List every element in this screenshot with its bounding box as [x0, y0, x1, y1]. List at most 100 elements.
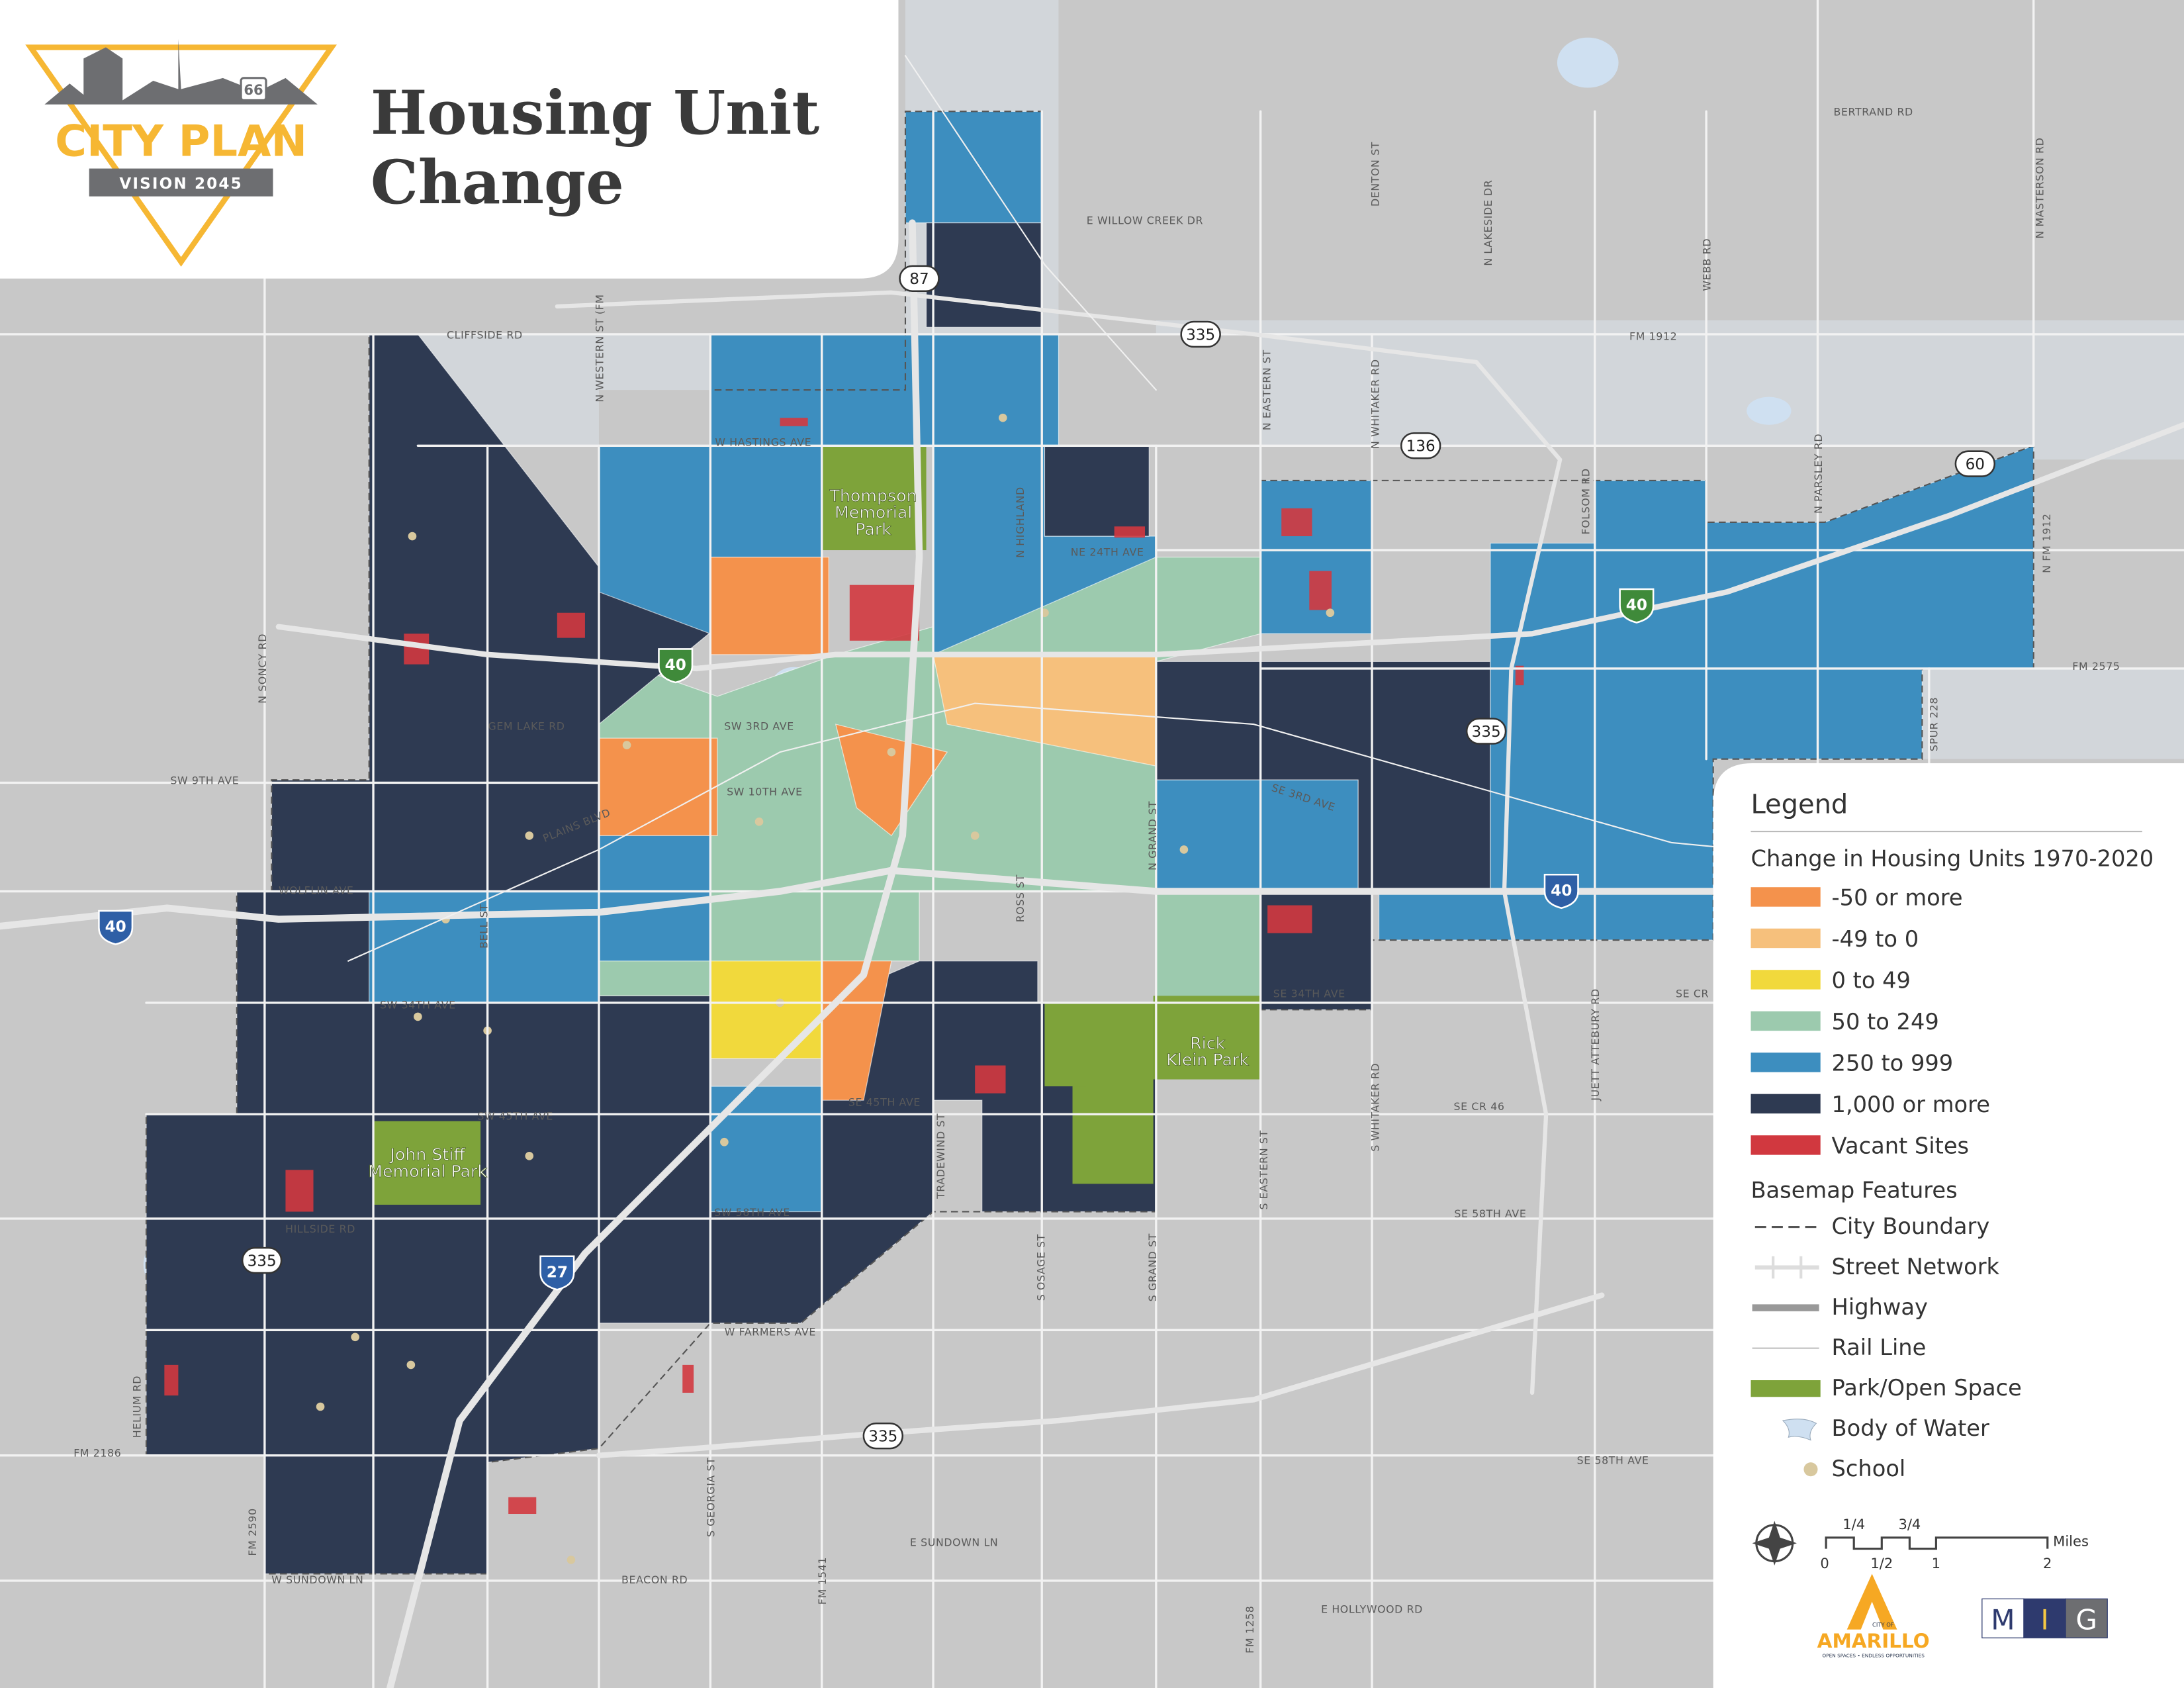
street-label: SW 9TH AVE: [170, 774, 239, 787]
legend-panel: Legend Change in Housing Units 1970-2020…: [1713, 763, 2184, 1688]
street-label: E WILLOW CREEK DR: [1087, 214, 1203, 227]
street-label: FM 1258: [1244, 1606, 1256, 1654]
street-label: SE 58TH AVE: [1454, 1207, 1526, 1220]
park-label: Rick: [1190, 1033, 1225, 1053]
street-label: SW 10TH AVE: [727, 785, 803, 798]
school: [1179, 845, 1189, 854]
legend-label: Rail Line: [1832, 1335, 1927, 1360]
park-label: Park: [855, 520, 891, 539]
street-label: N HIGHLAND: [1014, 487, 1026, 558]
mig-letter: I: [2040, 1604, 2048, 1636]
route-shield: [1954, 450, 1996, 477]
vacant-site: [164, 1364, 179, 1396]
street-label: FM 2575: [2072, 660, 2120, 673]
school: [525, 831, 534, 840]
legend-label: Highway: [1832, 1294, 1928, 1320]
street-label: W HASTINGS AVE: [715, 436, 811, 448]
scale-label: 3/4: [1898, 1516, 1921, 1532]
street-label: SPUR 228: [1927, 697, 1940, 751]
vacant-site: [1281, 508, 1312, 537]
interstate-number: 40: [665, 657, 686, 674]
legend-swatch: [1751, 970, 1821, 990]
school: [408, 532, 417, 541]
school: [316, 1402, 325, 1411]
school: [351, 1333, 359, 1342]
street-label: SW 45TH AVE: [477, 1110, 553, 1123]
school: [622, 741, 631, 749]
street-label: N FM 1912: [2040, 513, 2053, 573]
route-shield: [1400, 432, 1441, 459]
street-label: SE CR: [1676, 987, 1709, 1000]
title-line: Change: [371, 148, 624, 218]
street-label: HILLSIDE RD: [285, 1223, 355, 1235]
logo-vision: VISION 2045: [119, 175, 242, 193]
urban-area: [1922, 668, 2184, 759]
route-number: 60: [1966, 456, 1985, 473]
amarillo-mark: [1846, 1573, 1897, 1630]
scale-label: 0: [1820, 1555, 1829, 1571]
amarillo-name: AMARILLO: [1817, 1630, 1930, 1652]
logo-band: [89, 168, 273, 197]
park-label: Memorial Park: [368, 1162, 487, 1181]
amarillo-tagline: OPEN SPACES • ENDLESS OPPORTUNITIES: [1822, 1653, 1925, 1659]
header-background: [0, 0, 899, 279]
vacant-site: [1309, 571, 1332, 610]
street-label: E SUNDOWN LN: [910, 1536, 998, 1548]
park-label: John Stiff: [388, 1145, 465, 1164]
interstate-number: 27: [547, 1264, 568, 1281]
highway: [596, 1292, 1605, 1458]
legend-background: [1713, 763, 2184, 1688]
logo-route-shield: [240, 77, 267, 102]
legend-swatch: [1751, 1053, 1821, 1072]
legend-symbol: [1751, 1380, 1821, 1397]
highway: [555, 290, 1563, 1395]
route-number: 87: [909, 271, 929, 288]
interstate-shield: [1543, 874, 1579, 910]
park-label: Klein Park: [1166, 1051, 1249, 1070]
street-label: E HOLLYWOOD RD: [1321, 1603, 1423, 1615]
school: [1326, 608, 1335, 618]
street-label: N GRAND ST: [1146, 801, 1159, 870]
vacant-site: [849, 585, 920, 641]
legend-label: City Boundary: [1832, 1213, 1990, 1239]
highway: [387, 219, 923, 1688]
legend-label: -50 or more: [1832, 885, 1963, 911]
route-number: 335: [1186, 326, 1215, 344]
logo-skyline: [44, 38, 318, 105]
housing-zone: [905, 111, 1042, 224]
interstate-shield: [539, 1255, 575, 1291]
scale-label: 1/2: [1870, 1555, 1893, 1571]
school: [406, 1360, 416, 1370]
park: [373, 1121, 481, 1205]
route-number: 335: [248, 1253, 277, 1270]
amarillo-small: CITY OF: [1872, 1621, 1894, 1628]
street-label: W SUNDOWN LN: [271, 1573, 363, 1586]
interstate-shield: [98, 910, 134, 945]
street-label: SW 34TH AVE: [380, 998, 456, 1011]
scale-label: 1: [1932, 1555, 1940, 1571]
logo-triangle: [25, 44, 337, 267]
vacant-site: [682, 1364, 694, 1393]
street-label: CLIFFSIDE RD: [447, 328, 523, 341]
interstate-number: 40: [1551, 882, 1572, 900]
vacant-site: [1515, 665, 1524, 686]
school: [754, 818, 764, 826]
interstate-number: 40: [1626, 597, 1647, 614]
rail-line: [347, 702, 2184, 962]
street-label: ROSS ST: [1014, 874, 1026, 922]
street-label: N EASTERN ST: [1260, 350, 1273, 430]
street-label: SE 45TH AVE: [848, 1096, 921, 1109]
street-label: SE 58TH AVE: [1577, 1454, 1649, 1466]
school: [525, 1151, 534, 1160]
street-label: JUETT ATTEBURY RD: [1589, 988, 1602, 1101]
route-shield: [241, 1246, 283, 1274]
street-label: NE 24TH AVE: [1071, 545, 1144, 558]
route-shield: [1180, 320, 1221, 348]
highway: [0, 867, 2184, 930]
school: [998, 413, 1007, 422]
vacant-site: [1267, 905, 1312, 933]
housing-zone: [1260, 480, 1373, 634]
